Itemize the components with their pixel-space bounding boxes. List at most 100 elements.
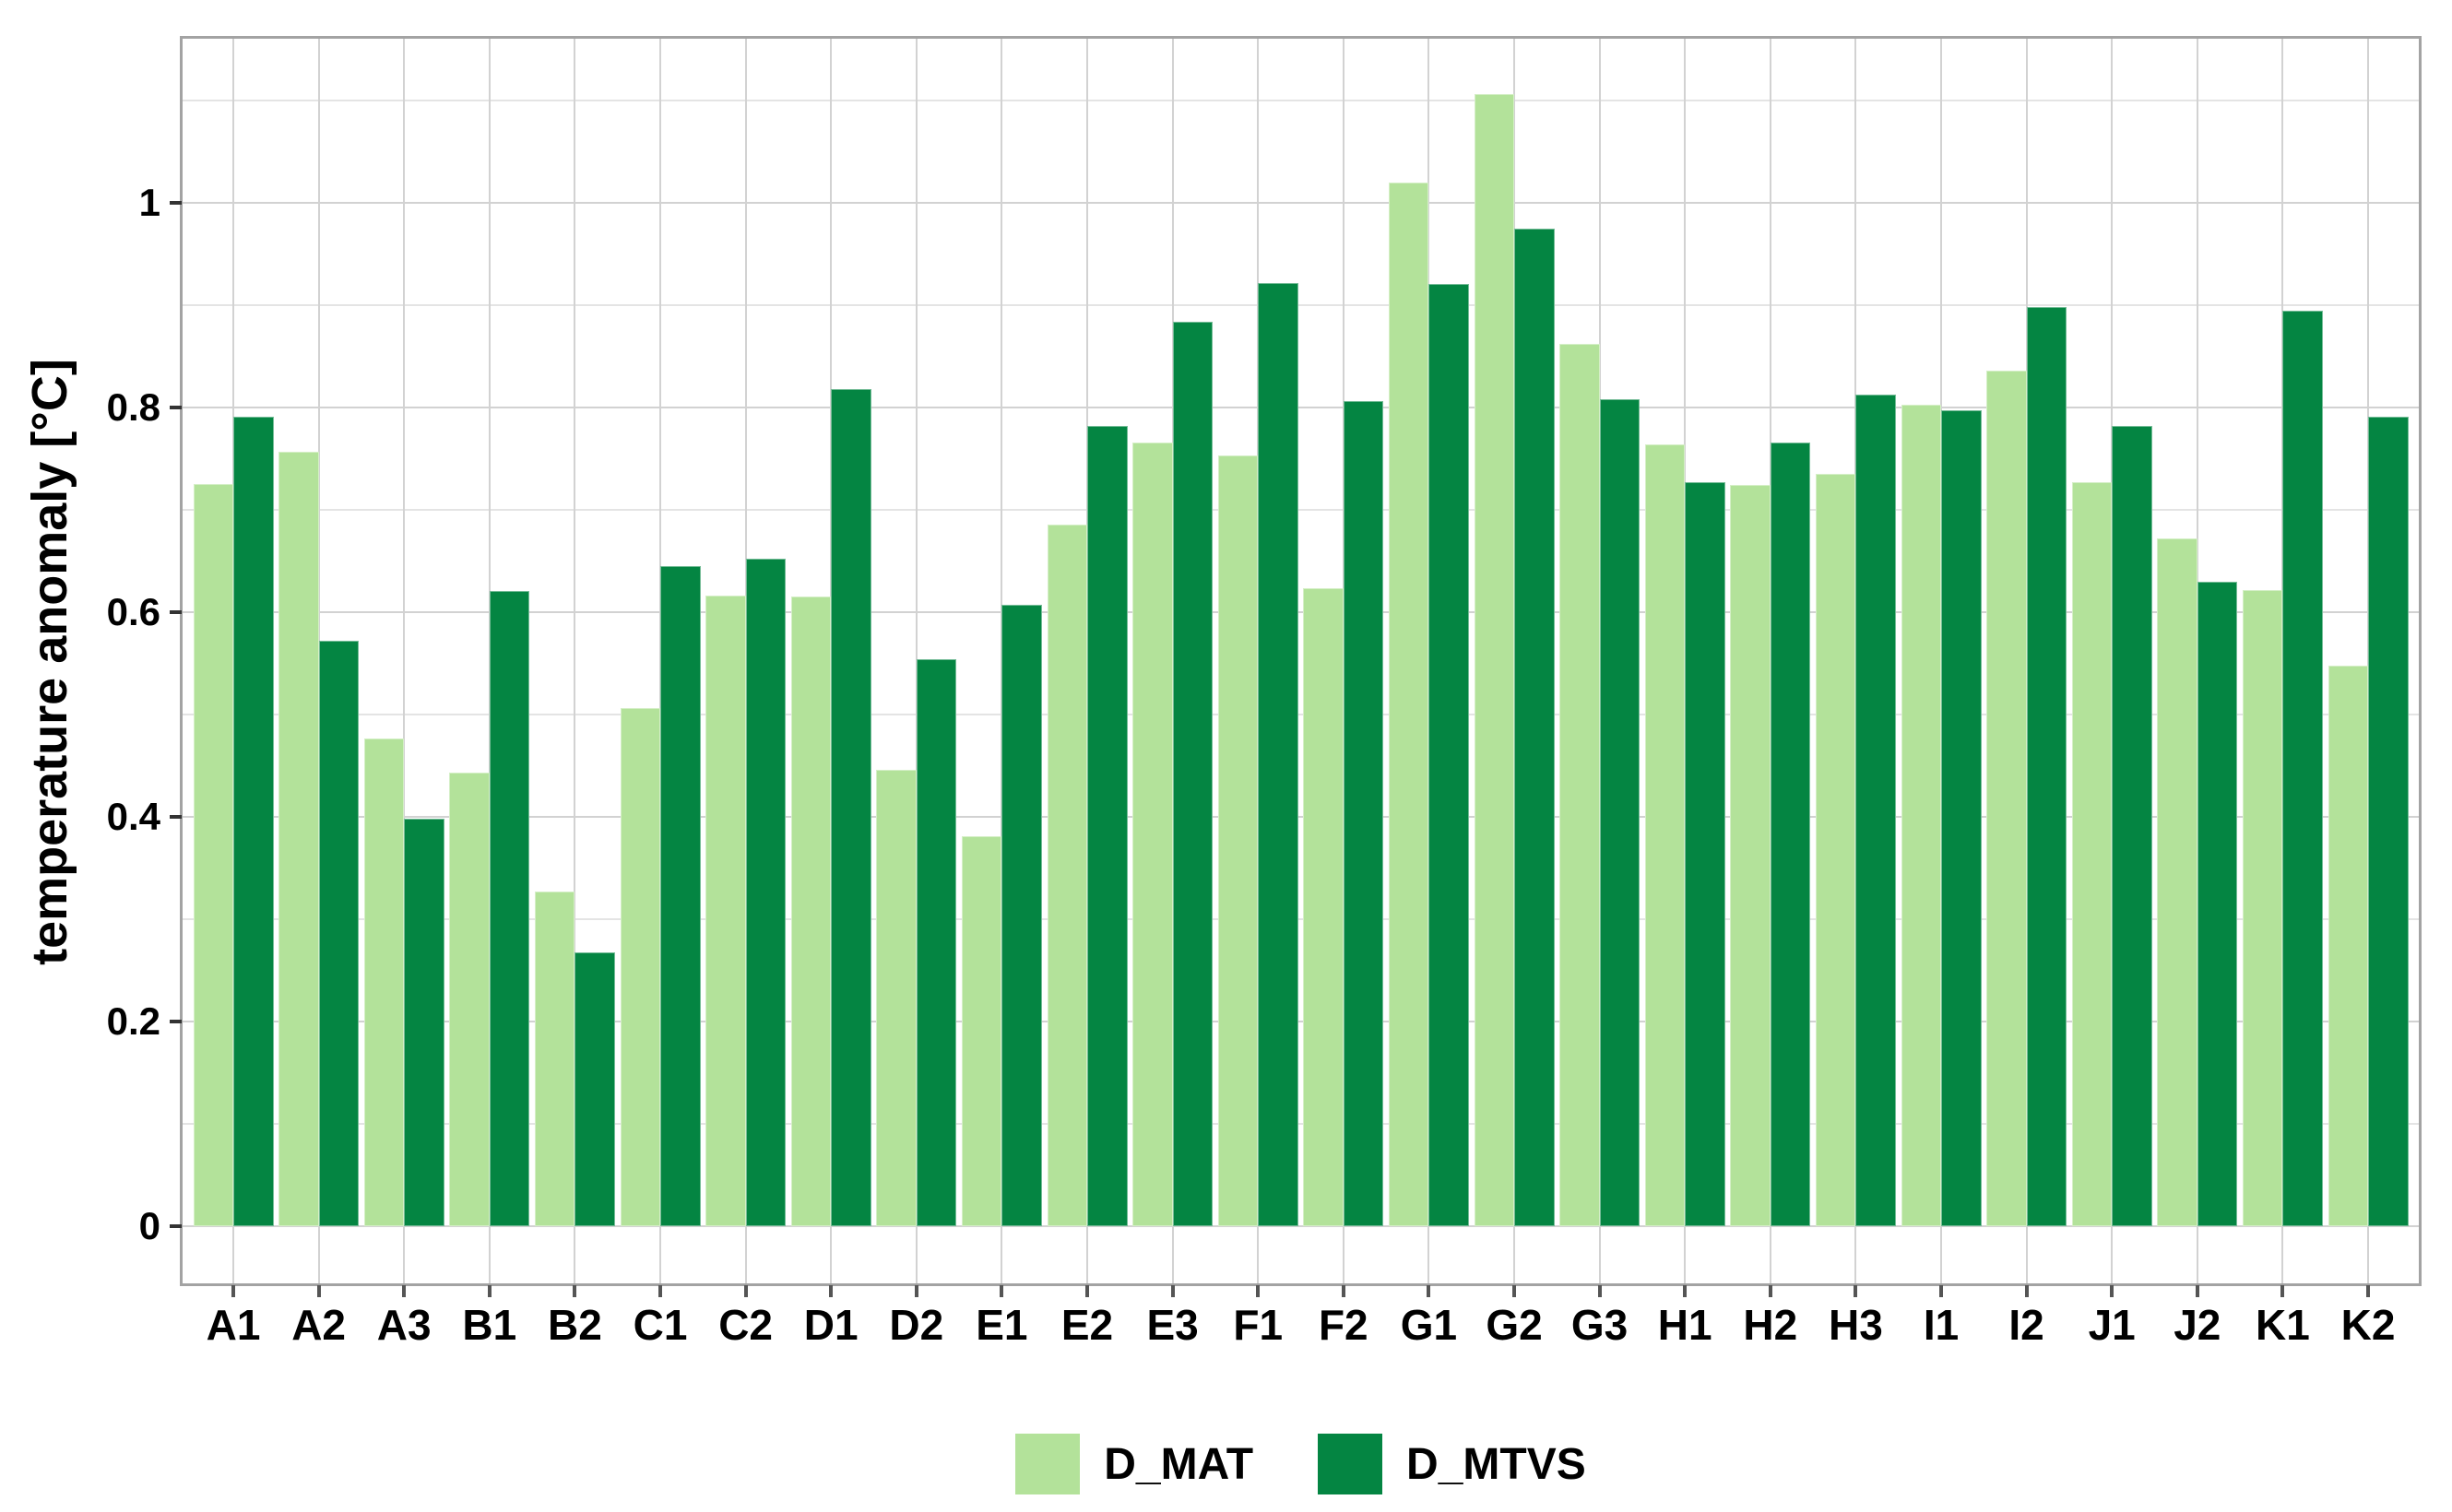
legend-item-D_MAT: D_MAT bbox=[1015, 1434, 1253, 1494]
x-axis-tick-B1 bbox=[487, 1285, 492, 1297]
x-tick-label-B2: B2 bbox=[547, 1301, 602, 1349]
bar-D_MAT-J2 bbox=[2157, 538, 2197, 1226]
x-axis-tick-G3 bbox=[1597, 1285, 1602, 1297]
x-axis-tick-D1 bbox=[829, 1285, 834, 1297]
bar-D_MTVS-K1 bbox=[2282, 310, 2323, 1226]
bar-D_MAT-E2 bbox=[1047, 524, 1087, 1226]
y-tick-label-0.4: 0.4 bbox=[106, 795, 160, 838]
legend-label-D_MTVS: D_MTVS bbox=[1406, 1439, 1586, 1489]
legend-label-D_MAT: D_MAT bbox=[1104, 1439, 1254, 1489]
bar-D_MAT-A3 bbox=[363, 738, 405, 1226]
y-axis-tick-0.4 bbox=[170, 815, 182, 819]
bar-D_MAT-G2 bbox=[1474, 94, 1514, 1226]
x-axis-tick-H1 bbox=[1683, 1285, 1688, 1297]
x-tick-label-A1: A1 bbox=[206, 1301, 261, 1349]
x-tick-label-C2: C2 bbox=[718, 1301, 773, 1349]
bar-D_MAT-A1 bbox=[193, 484, 233, 1226]
x-tick-label-H1: H1 bbox=[1657, 1301, 1712, 1349]
bar-D_MAT-H1 bbox=[1644, 443, 1686, 1226]
gridline-minor-y-0.9 bbox=[182, 304, 2420, 306]
x-tick-label-J1: J1 bbox=[2088, 1301, 2136, 1349]
y-tick-label-0: 0 bbox=[138, 1204, 160, 1247]
bar-D_MAT-D2 bbox=[876, 769, 917, 1226]
gridline-minor-y-1.1 bbox=[182, 100, 2420, 101]
bar-D_MTVS-F2 bbox=[1343, 401, 1384, 1226]
bar-D_MAT-J1 bbox=[2071, 482, 2113, 1226]
bar-D_MTVS-K2 bbox=[2368, 416, 2409, 1226]
bar-D_MAT-G3 bbox=[1559, 344, 1600, 1226]
x-tick-label-G2: G2 bbox=[1486, 1301, 1543, 1349]
bar-D_MTVS-G3 bbox=[1599, 399, 1641, 1226]
gridline-major-y-0.2 bbox=[182, 1021, 2420, 1022]
x-axis-tick-H2 bbox=[1768, 1285, 1772, 1297]
y-tick-label-1: 1 bbox=[138, 181, 160, 224]
x-axis-tick-J2 bbox=[2195, 1285, 2199, 1297]
x-axis-tick-E3 bbox=[1170, 1285, 1175, 1297]
x-axis-tick-A2 bbox=[316, 1285, 321, 1297]
x-axis-tick-I2 bbox=[2024, 1285, 2029, 1297]
bar-D_MTVS-D1 bbox=[831, 389, 871, 1226]
y-tick-label-0.8: 0.8 bbox=[106, 385, 160, 429]
x-tick-label-F2: F2 bbox=[1318, 1301, 1368, 1349]
y-axis-tick-0.6 bbox=[170, 610, 182, 614]
bar-D_MAT-G1 bbox=[1388, 182, 1429, 1226]
x-axis-tick-G2 bbox=[1512, 1285, 1516, 1297]
x-axis-tick-F2 bbox=[1341, 1285, 1345, 1297]
plot-panel bbox=[182, 38, 2420, 1284]
gridline-minor-y-0.1 bbox=[182, 1123, 2420, 1125]
bar-D_MTVS-B2 bbox=[575, 951, 615, 1226]
x-tick-label-H2: H2 bbox=[1743, 1301, 1798, 1349]
x-axis-tick-E2 bbox=[1085, 1285, 1089, 1297]
bar-D_MAT-H2 bbox=[1730, 485, 1771, 1226]
x-tick-label-K1: K1 bbox=[2255, 1301, 2310, 1349]
bar-D_MTVS-A1 bbox=[233, 416, 274, 1226]
x-tick-label-I2: I2 bbox=[2008, 1301, 2044, 1349]
gridline-minor-y-0.5 bbox=[182, 714, 2420, 715]
x-tick-label-D1: D1 bbox=[803, 1301, 859, 1349]
y-axis-tick-0.2 bbox=[170, 1020, 182, 1023]
x-tick-label-A3: A3 bbox=[376, 1301, 432, 1349]
bar-D_MTVS-B1 bbox=[489, 590, 530, 1226]
gridline-x-A3 bbox=[403, 38, 406, 1284]
x-tick-label-D2: D2 bbox=[889, 1301, 944, 1349]
bar-D_MTVS-D2 bbox=[916, 659, 957, 1226]
bar-D_MTVS-E1 bbox=[1001, 605, 1042, 1226]
bar-D_MAT-B2 bbox=[534, 892, 575, 1226]
x-axis-tick-A1 bbox=[231, 1285, 235, 1297]
bar-D_MTVS-E2 bbox=[1087, 425, 1128, 1226]
bar-D_MTVS-H2 bbox=[1770, 442, 1811, 1226]
bar-D_MTVS-E3 bbox=[1172, 321, 1214, 1226]
bar-D_MAT-B1 bbox=[449, 773, 490, 1226]
bar-D_MTVS-J1 bbox=[2112, 425, 2152, 1226]
bar-D_MTVS-A3 bbox=[404, 819, 444, 1226]
x-axis-tick-A3 bbox=[402, 1285, 407, 1297]
x-axis-tick-G1 bbox=[1427, 1285, 1431, 1297]
x-tick-label-J2: J2 bbox=[2174, 1301, 2221, 1349]
legend-key-swatch-D_MAT bbox=[1015, 1434, 1081, 1494]
x-axis-tick-F1 bbox=[1256, 1285, 1261, 1297]
y-tick-label-0.2: 0.2 bbox=[106, 999, 160, 1043]
x-tick-label-B1: B1 bbox=[462, 1301, 517, 1349]
y-axis-tick-0 bbox=[170, 1224, 182, 1228]
x-axis-tick-C1 bbox=[658, 1285, 662, 1297]
bar-D_MAT-I2 bbox=[1986, 371, 2027, 1226]
bar-D_MAT-K2 bbox=[2328, 665, 2368, 1226]
bar-D_MTVS-J2 bbox=[2197, 581, 2238, 1226]
bar-D_MAT-F1 bbox=[1217, 455, 1259, 1226]
bar-D_MTVS-I2 bbox=[2026, 307, 2067, 1226]
bar-D_MTVS-H3 bbox=[1855, 394, 1896, 1226]
x-tick-label-E2: E2 bbox=[1060, 1301, 1114, 1349]
bar-D_MAT-A2 bbox=[278, 451, 319, 1226]
x-tick-label-G1: G1 bbox=[1400, 1301, 1458, 1349]
x-tick-label-A2: A2 bbox=[291, 1301, 346, 1349]
y-axis-tick-1 bbox=[170, 201, 182, 205]
x-axis-tick-D2 bbox=[914, 1285, 918, 1297]
gridline-major-y-0.4 bbox=[182, 816, 2420, 818]
bar-D_MAT-H3 bbox=[1815, 474, 1856, 1226]
x-axis-tick-J1 bbox=[2110, 1285, 2114, 1297]
gridline-minor-y-0.3 bbox=[182, 918, 2420, 920]
gridline-minor-y-0.7 bbox=[182, 509, 2420, 511]
x-axis-tick-H3 bbox=[1854, 1285, 1858, 1297]
x-tick-label-C1: C1 bbox=[633, 1301, 688, 1349]
